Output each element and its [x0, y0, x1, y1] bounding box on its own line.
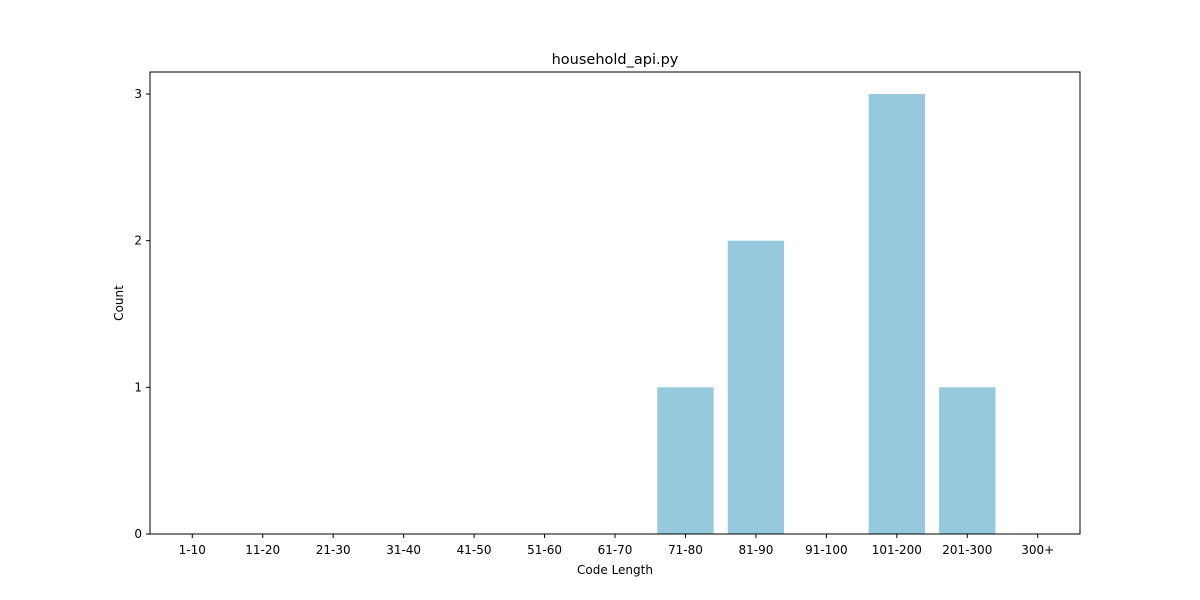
x-tick-label: 51-60 — [527, 543, 562, 557]
x-tick-label: 81-90 — [738, 543, 773, 557]
x-tick-label: 71-80 — [668, 543, 703, 557]
x-tick-label: 101-200 — [872, 543, 922, 557]
x-tick-label: 300+ — [1021, 543, 1054, 557]
bar-201-300 — [939, 387, 996, 534]
x-tick-label: 91-100 — [805, 543, 848, 557]
bar-101-200 — [868, 94, 925, 534]
bar-81-90 — [727, 240, 785, 535]
x-tick-label: 61-70 — [598, 543, 633, 557]
x-tick-label: 201-300 — [942, 543, 992, 557]
bars-group — [657, 94, 996, 535]
y-tick-label: 2 — [134, 234, 142, 248]
x-tick-label: 21-30 — [316, 543, 351, 557]
x-tick-label: 1-10 — [179, 543, 206, 557]
y-axis-label: Count — [112, 285, 126, 321]
x-axis-ticks: 1-10 11-20 21-30 31-40 41-50 51-60 61-70 71-80 8… — [179, 534, 1054, 557]
chart-title: household_api.py — [552, 52, 679, 68]
x-axis-label: Code Length — [577, 563, 653, 577]
x-tick-label: 41-50 — [457, 543, 492, 557]
y-axis-ticks: 0 1 2 3 — [134, 87, 150, 541]
bar-71-80 — [657, 387, 714, 534]
y-tick-label: 1 — [134, 380, 142, 394]
x-tick-label: 31-40 — [386, 543, 421, 557]
y-tick-label: 3 — [134, 87, 142, 101]
y-tick-label: 0 — [134, 527, 142, 541]
x-tick-label: 11-20 — [245, 543, 280, 557]
